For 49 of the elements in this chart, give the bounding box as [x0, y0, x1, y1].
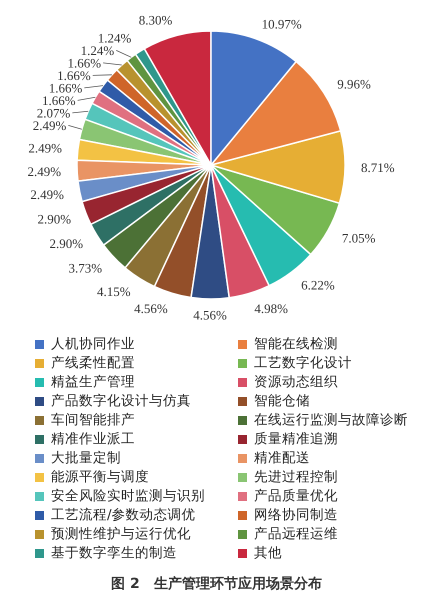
legend-label: 车间智能排产 — [51, 411, 135, 429]
legend-label: 产品远程运维 — [254, 525, 338, 543]
data-label: 4.15% — [97, 284, 131, 300]
data-label: 1.66% — [42, 92, 76, 108]
legend-label: 工艺流程/参数动态调优 — [51, 506, 196, 524]
data-label: 1.66% — [48, 80, 82, 96]
data-label: 6.22% — [301, 277, 335, 292]
legend-label: 智能仓储 — [254, 392, 310, 410]
data-label: 2.49% — [28, 140, 62, 156]
data-label: 8.71% — [360, 160, 395, 175]
data-label: 3.73% — [68, 260, 102, 276]
data-label: 1.66% — [68, 55, 102, 70]
legend-label: 人机协同作业 — [51, 335, 135, 353]
data-label: 2.49% — [28, 164, 62, 179]
legend-label: 工艺数字化设计 — [254, 354, 352, 372]
legend-label: 先进过程控制 — [254, 468, 338, 486]
legend-label: 能源平衡与调度 — [51, 468, 149, 486]
legend-label: 资源动态组织 — [254, 373, 338, 391]
legend-label: 大批量定制 — [51, 449, 121, 467]
legend-label: 产线柔性配置 — [51, 354, 135, 372]
data-label: 4.56% — [193, 307, 228, 322]
legend-label: 在线运行监测与故障诊断 — [254, 411, 408, 429]
legend-label: 精准配送 — [254, 449, 310, 467]
data-label: 2.49% — [32, 118, 66, 133]
legend-label: 安全风险实时监测与识别 — [51, 487, 205, 505]
data-label: 2.07% — [36, 105, 70, 120]
legend-label: 精准作业派工 — [51, 430, 135, 448]
legend-label: 智能在线检测 — [254, 335, 338, 353]
legend-label: 预测性维护与运行优化 — [51, 525, 191, 543]
text: 图 2 生产管理环节应用场景分布 — [110, 575, 323, 593]
legend-label: 产品数字化设计与仿真 — [51, 392, 191, 410]
data-label: 4.98% — [254, 301, 288, 316]
data-label: 2.49% — [30, 187, 64, 202]
data-label: 2.90% — [37, 211, 72, 226]
legend-label: 基于数字孪生的制造 — [51, 544, 177, 562]
data-label: 8.30% — [138, 12, 173, 28]
legend-label: 质量精准追溯 — [254, 430, 338, 448]
legend-label: 精益生产管理 — [51, 373, 135, 391]
legend-label: 产品质量优化 — [254, 487, 338, 505]
data-label: 10.97% — [262, 16, 302, 32]
data-label: 4.56% — [134, 301, 168, 316]
data-label: 1.24% — [98, 30, 132, 46]
data-label: 7.05% — [342, 230, 376, 246]
legend-label: 其他 — [254, 544, 282, 562]
data-label: 9.96% — [337, 76, 372, 92]
data-label: 2.90% — [50, 236, 84, 251]
legend-label: 网络协同制造 — [254, 506, 338, 524]
data-label: 1.24% — [80, 42, 114, 58]
data-label: 1.66% — [57, 68, 91, 83]
